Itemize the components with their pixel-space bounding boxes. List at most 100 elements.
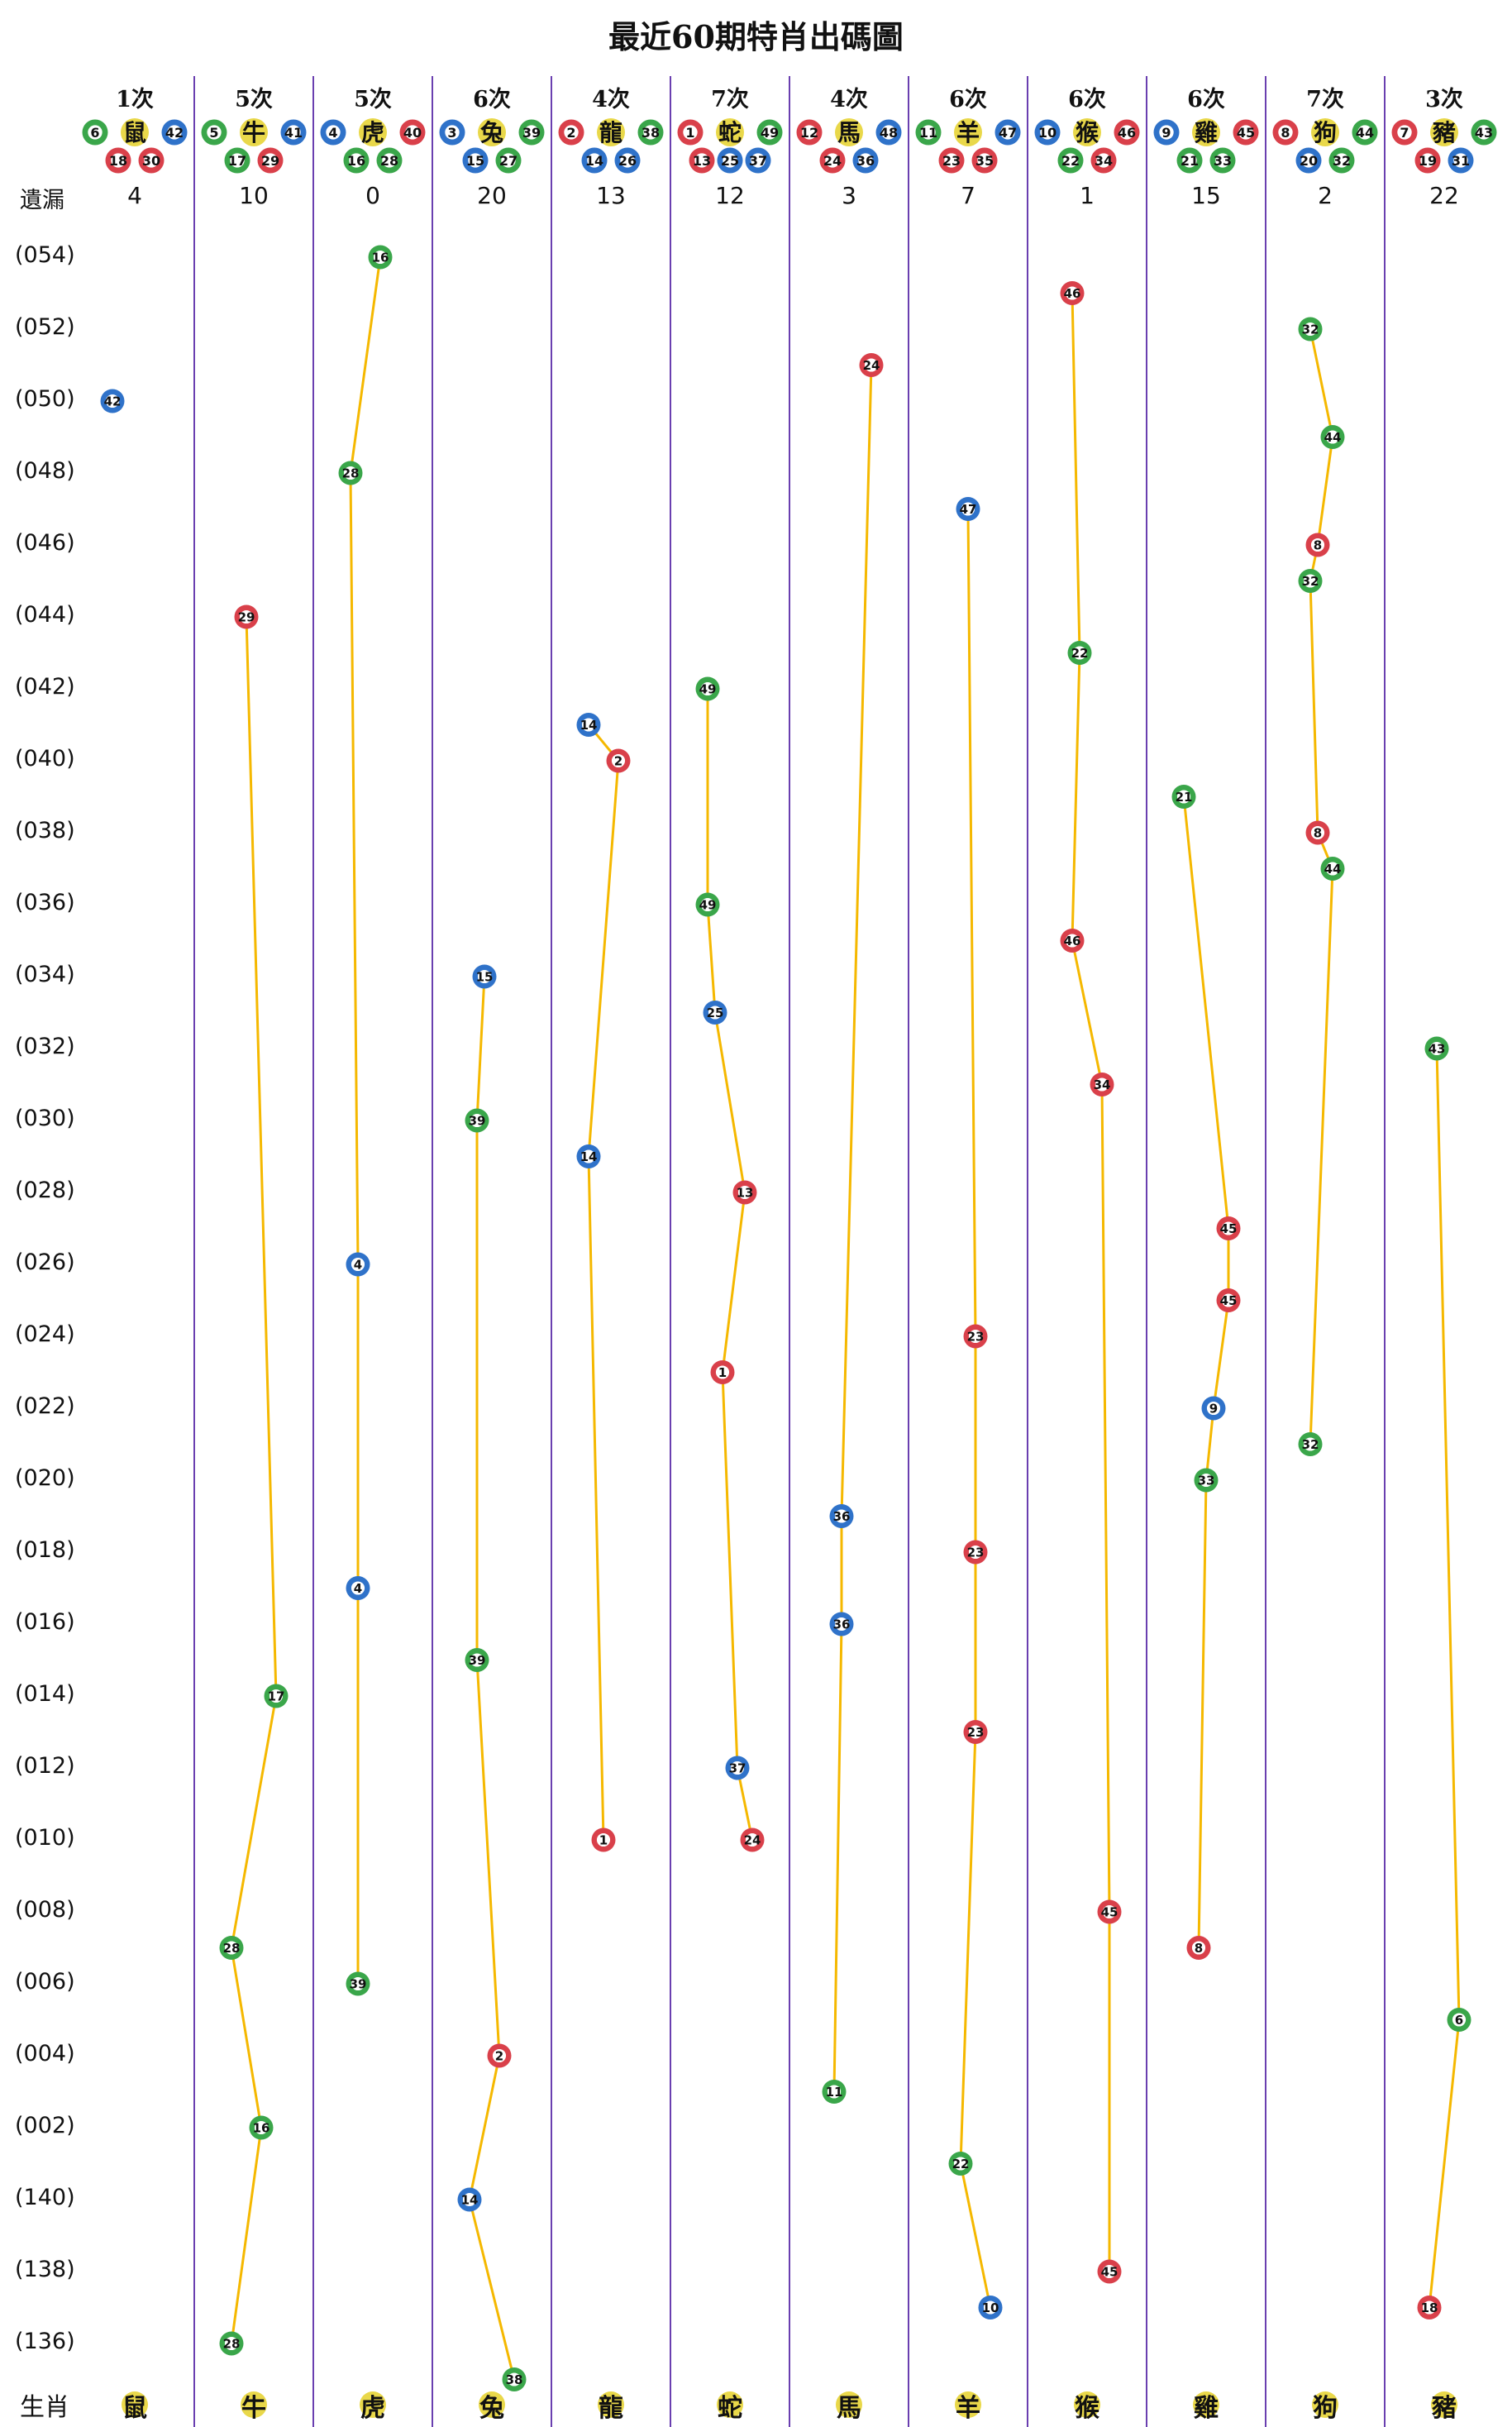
svg-text:2: 2 [566, 125, 575, 141]
data-point: 4 [346, 1576, 370, 1600]
header-ball: 30 [138, 147, 165, 174]
data-point: 8 [1305, 533, 1330, 557]
svg-text:47: 47 [999, 125, 1017, 141]
hit-count: 5次 [354, 87, 392, 112]
data-point: 46 [1060, 929, 1085, 953]
header-ball: 12 [796, 119, 823, 146]
data-point: 44 [1320, 857, 1345, 881]
period-label: (028) [15, 1178, 75, 1203]
data-point: 47 [956, 497, 980, 521]
svg-text:23: 23 [967, 1329, 985, 1344]
header-ball: 34 [1090, 147, 1117, 174]
svg-text:13: 13 [693, 153, 711, 169]
svg-text:14: 14 [580, 718, 598, 733]
header-ball: 43 [1471, 119, 1497, 146]
zodiac-badge-icon [1430, 118, 1458, 146]
footer-badge-icon [479, 2391, 505, 2418]
data-point: 32 [1298, 569, 1323, 593]
data-point: 33 [1194, 1468, 1219, 1493]
data-point: 28 [219, 1936, 244, 1960]
zodiac-badge-icon [835, 118, 863, 146]
svg-text:32: 32 [1302, 574, 1319, 589]
svg-text:4: 4 [354, 1581, 362, 1596]
svg-text:39: 39 [350, 1976, 367, 1991]
footer-badge-icon [836, 2391, 862, 2418]
header-ball: 44 [1352, 119, 1378, 146]
header-ball: 10 [1034, 119, 1061, 146]
header-ball: 20 [1295, 147, 1322, 174]
header-ball: 28 [376, 147, 403, 174]
data-point: 32 [1298, 317, 1323, 342]
footer-zodiac: 猴 [1075, 2394, 1099, 2423]
hit-count: 6次 [473, 87, 511, 112]
footer-badge-icon [717, 2391, 743, 2418]
hit-count: 1次 [116, 87, 154, 112]
header-ball: 18 [105, 147, 131, 174]
data-point: 2 [606, 748, 631, 773]
header-ball: 5 [201, 119, 227, 146]
svg-text:31: 31 [1452, 153, 1470, 169]
period-label: (136) [15, 2329, 75, 2354]
svg-text:4: 4 [328, 125, 337, 141]
svg-text:28: 28 [223, 2336, 241, 2351]
svg-text:14: 14 [461, 2192, 479, 2207]
data-point: 24 [740, 1827, 765, 1852]
svg-text:1: 1 [718, 1365, 727, 1380]
footer-zodiac: 豬 [1432, 2394, 1457, 2423]
svg-text:22: 22 [952, 2157, 970, 2171]
svg-text:37: 37 [729, 1761, 746, 1775]
svg-text:21: 21 [1176, 790, 1193, 805]
miss-value: 3 [842, 182, 856, 209]
svg-text:8: 8 [1195, 1941, 1203, 1956]
data-point: 42 [100, 389, 125, 413]
hit-count: 6次 [1187, 87, 1225, 112]
header-ball: 40 [399, 119, 426, 146]
svg-text:8: 8 [1314, 537, 1322, 552]
svg-text:37: 37 [749, 153, 767, 169]
svg-text:3: 3 [447, 125, 456, 141]
data-point: 28 [219, 2331, 244, 2356]
svg-text:49: 49 [699, 897, 717, 912]
series-line [349, 256, 382, 1984]
series-line [230, 616, 278, 2344]
data-point: 22 [948, 2152, 973, 2176]
svg-text:49: 49 [761, 125, 779, 141]
svg-text:8: 8 [1314, 825, 1322, 840]
svg-text:5: 5 [209, 125, 218, 141]
zodiac-badge-icon [240, 118, 268, 146]
header-ball: 7 [1391, 119, 1418, 146]
period-label: (038) [15, 818, 75, 843]
svg-text:45: 45 [1220, 1221, 1238, 1236]
hit-count: 7次 [711, 87, 749, 112]
svg-text:45: 45 [1101, 1904, 1118, 1919]
data-point: 39 [465, 1108, 489, 1133]
header-ball: 3 [439, 119, 465, 146]
period-label: (006) [15, 1969, 75, 1995]
footer-zodiac: 兔 [479, 2394, 504, 2423]
data-point: 22 [1067, 641, 1092, 665]
miss-value: 0 [365, 182, 380, 209]
svg-text:48: 48 [880, 125, 898, 141]
header-ball: 17 [224, 147, 250, 174]
svg-text:10: 10 [1038, 125, 1056, 141]
svg-text:23: 23 [967, 1545, 985, 1560]
data-point: 10 [978, 2296, 1003, 2320]
miss-value: 1 [1080, 182, 1095, 209]
header-ball: 16 [343, 147, 370, 174]
period-label: (020) [15, 1465, 75, 1491]
data-point: 44 [1320, 425, 1345, 449]
header-ball: 37 [745, 147, 771, 174]
svg-text:16: 16 [372, 250, 389, 265]
svg-text:1: 1 [599, 1832, 608, 1847]
miss-value: 4 [127, 182, 142, 209]
footer-zodiac: 狗 [1313, 2394, 1338, 2423]
svg-text:36: 36 [833, 1509, 851, 1524]
svg-text:8: 8 [1281, 125, 1290, 141]
svg-text:46: 46 [1064, 934, 1081, 948]
svg-text:45: 45 [1101, 2264, 1118, 2279]
header-ball: 9 [1153, 119, 1180, 146]
svg-text:46: 46 [1064, 286, 1081, 301]
svg-text:6: 6 [90, 125, 99, 141]
period-label: (050) [15, 386, 75, 412]
